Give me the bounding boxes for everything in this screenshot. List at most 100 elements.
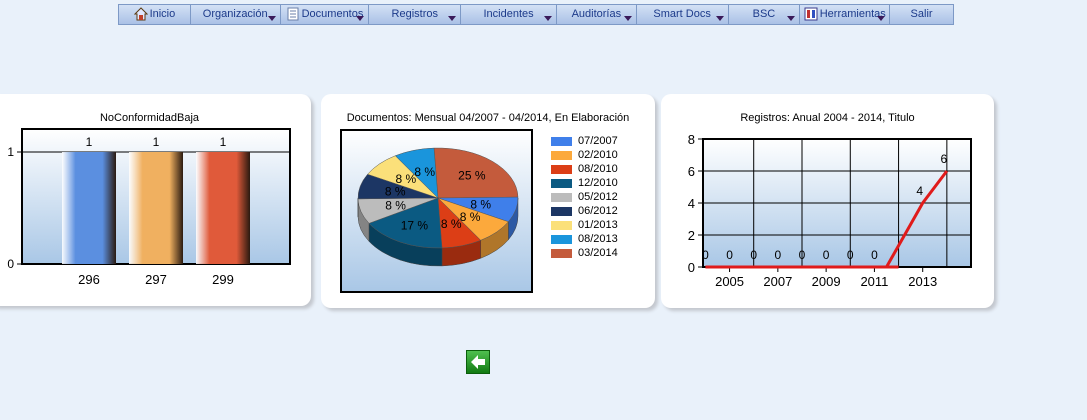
line-chart-title: Registros: Anual 2004 - 2014, Titulo xyxy=(740,112,915,124)
pie-slice xyxy=(368,197,443,249)
legend-entry: 07/2007 xyxy=(551,134,618,148)
menu-item-auditor-as[interactable]: Auditorías xyxy=(557,5,637,24)
legend-label: 12/2010 xyxy=(578,177,618,189)
pie-slice-label: 8 % xyxy=(441,217,462,231)
legend-entry: 02/2010 xyxy=(551,148,618,162)
pie-slice-label: 8 % xyxy=(385,198,406,212)
pie-slice-label: 8 % xyxy=(385,185,406,199)
chevron-down-icon xyxy=(543,16,552,21)
pie-chart-legend: 07/2007 02/2010 08/2010 12/2010 05/2012 06/20… xyxy=(551,134,618,260)
chevron-down-icon xyxy=(877,16,886,21)
legend-entry: 06/2012 xyxy=(551,204,618,218)
legend-swatch xyxy=(551,178,572,188)
bar xyxy=(62,152,116,264)
legend-swatch xyxy=(551,192,572,202)
chevron-down-icon xyxy=(356,16,365,21)
line-data-label: 0 xyxy=(847,248,854,262)
y-tick-label: 6 xyxy=(688,164,695,179)
menu-item-label: Incidentes xyxy=(483,8,534,20)
bar xyxy=(196,152,250,264)
pie-slice xyxy=(394,147,439,199)
pie-slice-label: 17 % xyxy=(401,218,429,232)
pie-slice xyxy=(433,147,519,199)
menu-item-label: Smart Docs xyxy=(653,8,711,20)
line-data-label: 0 xyxy=(799,248,806,262)
legend-entry: 12/2010 xyxy=(551,176,618,190)
y-tick-label: 2 xyxy=(688,228,695,243)
pie-slice-label: 8 % xyxy=(396,172,417,186)
legend-swatch xyxy=(551,248,572,258)
menu-item-registros[interactable]: Registros xyxy=(369,5,462,24)
y-tick-label: 1 xyxy=(7,145,14,159)
menu-item-label: Herramientas xyxy=(819,8,886,20)
y-tick-label: 8 xyxy=(688,132,695,147)
legend-swatch xyxy=(551,206,572,216)
menu-item-incidentes[interactable]: Incidentes xyxy=(461,5,557,24)
bar-data-label: 1 xyxy=(220,135,227,149)
x-tick-label: 2007 xyxy=(763,274,792,289)
pie-slice-label: 25 % xyxy=(458,168,486,182)
line-data-label: 0 xyxy=(750,248,757,262)
line-data-label: 0 xyxy=(775,248,782,262)
chevron-down-icon xyxy=(715,16,724,21)
legend-label: 06/2012 xyxy=(578,205,618,217)
y-tick-label: 0 xyxy=(688,260,695,275)
bar xyxy=(129,152,183,264)
menu-item-inicio[interactable]: Inicio xyxy=(119,5,191,24)
line-series xyxy=(705,170,949,269)
legend-entry: 08/2013 xyxy=(551,232,618,246)
pie-slice-label: 8 % xyxy=(460,210,481,224)
x-tick-label: 2009 xyxy=(812,274,841,289)
pie-slice-label: 8 % xyxy=(470,197,491,211)
legend-label: 02/2010 xyxy=(578,149,618,161)
menu-item-herramientas[interactable]: Herramientas xyxy=(800,5,891,24)
back-button[interactable] xyxy=(466,350,490,374)
main-menu-bar: Inicio Organización Documentos Registros Inc… xyxy=(118,4,954,25)
legend-entry: 05/2012 xyxy=(551,190,618,204)
chevron-down-icon xyxy=(448,16,457,21)
menu-item-label: Organización xyxy=(202,8,268,20)
x-tick-label: 296 xyxy=(78,272,100,287)
pie-chart-panel: Documentos: Mensual 04/2007 - 04/2014, E… xyxy=(321,94,655,308)
legend-label: 03/2014 xyxy=(578,247,618,259)
line-data-label: 6 xyxy=(941,152,948,166)
pie-chart-title: Documentos: Mensual 04/2007 - 04/2014, E… xyxy=(346,112,630,124)
chevron-down-icon xyxy=(787,16,796,21)
legend-label: 05/2012 xyxy=(578,191,618,203)
menu-item-label: BSC xyxy=(752,8,776,20)
legend-swatch xyxy=(551,164,572,174)
menu-item-documentos[interactable]: Documentos xyxy=(281,5,370,24)
home-icon xyxy=(133,7,148,21)
pie-chart: 25 %8 %8 %8 %17 %8 %8 %8 %8 % xyxy=(340,129,533,293)
menu-item-organizaci-n[interactable]: Organización xyxy=(191,5,281,24)
menu-item-bsc[interactable]: BSC xyxy=(729,5,801,24)
chevron-down-icon xyxy=(267,16,276,21)
x-tick-label: 297 xyxy=(145,272,167,287)
menu-item-smart-docs[interactable]: Smart Docs xyxy=(637,5,729,24)
legend-swatch xyxy=(551,150,572,160)
menu-item-label: Inicio xyxy=(149,8,176,20)
legend-entry: 03/2014 xyxy=(551,246,618,260)
chevron-down-icon xyxy=(623,16,632,21)
legend-label: 08/2010 xyxy=(578,163,618,175)
line-data-label: 0 xyxy=(726,248,733,262)
legend-entry: 01/2013 xyxy=(551,218,618,232)
x-tick-label: 299 xyxy=(212,272,234,287)
legend-label: 07/2007 xyxy=(578,135,618,147)
legend-swatch xyxy=(551,136,572,146)
back-arrow-icon xyxy=(471,355,485,369)
menu-item-label: Registros xyxy=(391,8,439,20)
legend-label: 01/2013 xyxy=(578,219,618,231)
x-tick-label: 2005 xyxy=(715,274,744,289)
y-tick-label: 0 xyxy=(7,257,14,271)
menu-item-salir[interactable]: Salir xyxy=(890,5,953,24)
document-icon xyxy=(286,7,300,21)
menu-item-label: Documentos xyxy=(301,8,364,20)
line-data-label: 0 xyxy=(702,248,709,262)
menu-item-label: Salir xyxy=(910,8,933,20)
bar-data-label: 1 xyxy=(86,135,93,149)
x-tick-label: 2011 xyxy=(860,274,888,289)
legend-swatch xyxy=(551,220,572,230)
